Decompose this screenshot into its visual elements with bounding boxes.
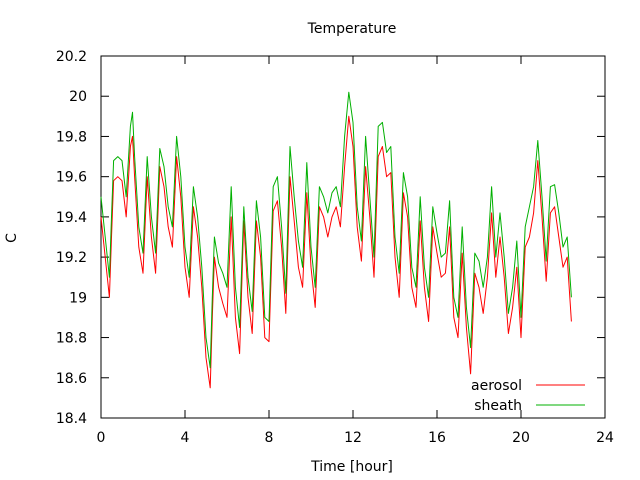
y-tick-label: 19 <box>69 290 87 306</box>
y-tick-label: 20 <box>69 89 87 105</box>
legend: aerosol sheath <box>471 378 585 414</box>
x-tick-label: 24 <box>596 430 614 446</box>
series-line-aerosol <box>100 115 572 389</box>
y-axis-label: C <box>4 233 20 243</box>
y-tick-label: 19.2 <box>56 250 87 266</box>
x-tick-label: 0 <box>97 430 106 446</box>
y-axis-ticks: 18.4 18.6 18.8 19 19.2 19.4 19.6 19.8 20 20.2 <box>56 49 605 427</box>
y-tick-label: 18.8 <box>56 331 87 347</box>
y-tick-label: 18.6 <box>56 371 87 387</box>
x-tick-label: 4 <box>181 430 190 446</box>
x-tick-label: 8 <box>265 430 274 446</box>
y-tick-label: 19.6 <box>56 170 87 186</box>
series-layer <box>100 91 572 389</box>
y-tick-label: 18.4 <box>56 411 87 427</box>
y-tick-label: 20.2 <box>56 49 87 65</box>
x-tick-label: 12 <box>344 430 362 446</box>
y-tick-label: 19.4 <box>56 210 87 226</box>
y-tick-label: 19.8 <box>56 129 87 145</box>
chart-title: Temperature <box>307 21 397 37</box>
x-tick-label: 16 <box>428 430 446 446</box>
x-axis-ticks: 0 4 8 12 16 20 24 <box>97 56 614 446</box>
legend-label-aerosol: aerosol <box>471 378 522 394</box>
series-line-sheath <box>100 91 572 369</box>
x-tick-label: 20 <box>512 430 530 446</box>
legend-label-sheath: sheath <box>474 398 522 414</box>
x-axis-label: Time [hour] <box>310 459 393 475</box>
